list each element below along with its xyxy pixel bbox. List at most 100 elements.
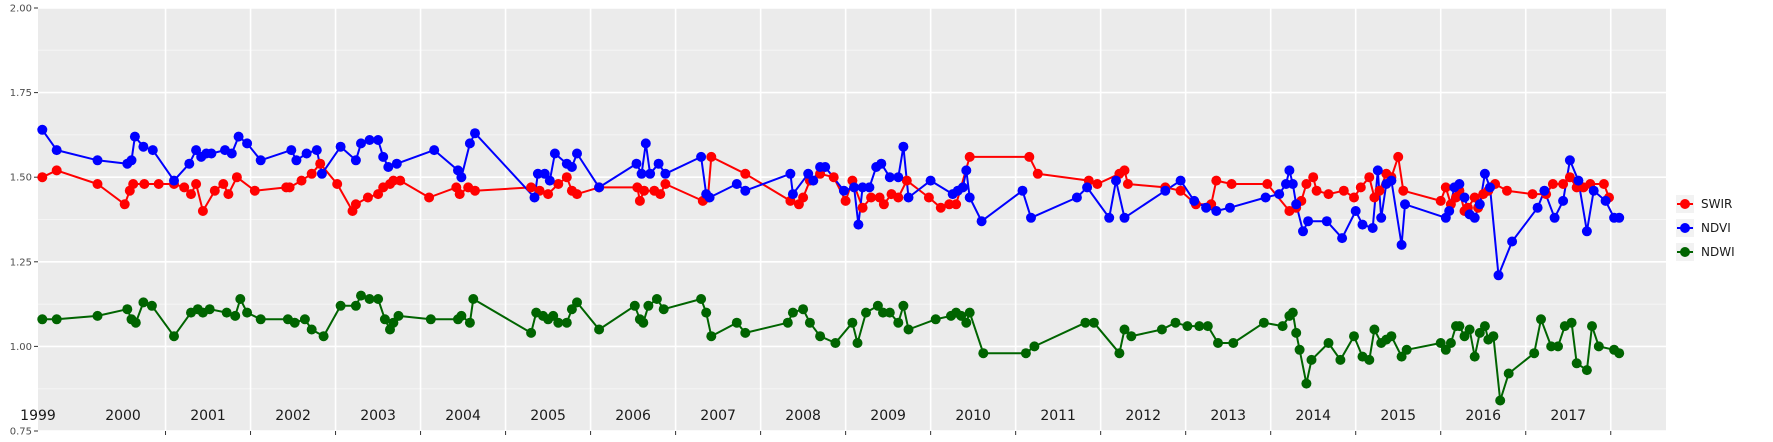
data-point-ndwi (701, 307, 712, 318)
data-point-ndvi (1588, 185, 1599, 196)
data-point-ndvi (1119, 212, 1130, 223)
data-point-ndwi (92, 310, 103, 321)
data-point-swir (660, 179, 671, 189)
data-point-swir (1469, 192, 1480, 203)
grid-minor (38, 49, 1666, 390)
data-point-ndvi (286, 145, 297, 156)
data-point-swir (454, 189, 465, 200)
year-label: 2006 (615, 408, 651, 424)
data-point-ndvi (1189, 195, 1200, 206)
data-point-ndwi (138, 297, 149, 308)
data-point-ndvi (1454, 179, 1465, 189)
data-point-ndvi (785, 168, 796, 179)
data-point-ndvi (383, 162, 394, 172)
legend: SWIR NDVI NDWI (1676, 195, 1735, 261)
data-point-ndvi (803, 168, 814, 179)
data-point-ndvi (1614, 212, 1625, 223)
data-point-swir (395, 175, 406, 186)
year-label: 2008 (785, 408, 821, 424)
y-tick-label: 1.25 (10, 257, 32, 268)
data-point-swir (218, 179, 229, 189)
data-point-swir (1502, 185, 1512, 196)
data-point-swir (1032, 168, 1043, 179)
data-point-ndvi (645, 168, 656, 179)
data-point-swir (1311, 185, 1322, 196)
data-point-ndwi (464, 317, 475, 328)
data-point-swir (223, 189, 234, 200)
data-point-ndvi (1111, 175, 1121, 186)
data-point-ndvi (1160, 185, 1171, 196)
data-point-swir (1349, 192, 1359, 203)
data-point-ndvi (787, 189, 798, 200)
data-point-ndwi (335, 300, 346, 311)
data-point-swir (840, 195, 851, 206)
data-point-swir (1175, 185, 1186, 196)
data-point-swir (639, 185, 650, 196)
data-point-ndwi (978, 348, 989, 359)
data-point-ndwi (1469, 351, 1480, 362)
data-point-ndvi (1104, 212, 1115, 223)
data-point-ndvi (335, 141, 346, 152)
data-point-ndvi (1549, 212, 1560, 223)
data-point-ndvi (696, 151, 707, 162)
data-point-ndvi (1444, 206, 1455, 216)
data-point-ndvi (1175, 175, 1186, 186)
data-point-ndwi (1479, 321, 1490, 332)
data-point-swir (655, 189, 666, 200)
data-point-swir (424, 192, 435, 203)
data-point-ndwi (1536, 314, 1546, 325)
data-point-ndwi (1454, 321, 1465, 332)
data-point-ndvi (660, 168, 671, 179)
legend-key-point (1680, 199, 1690, 209)
data-point-swir (128, 179, 139, 189)
data-point-ndwi (1126, 331, 1137, 342)
data-point-ndwi (1440, 344, 1451, 355)
y-tick-label: 2.00 (10, 4, 32, 15)
y-axis: 0.75 1.00 1.25 1.50 1.75 2.00 (10, 4, 38, 438)
data-point-ndwi (1587, 321, 1597, 332)
data-point-ndwi (629, 300, 640, 311)
data-point-ndwi (51, 314, 62, 325)
data-point-ndwi (1170, 317, 1181, 328)
data-point-ndwi (1182, 321, 1193, 332)
data-point-ndvi (849, 182, 860, 193)
data-point-swir (197, 206, 208, 216)
data-point-ndvi (464, 138, 475, 149)
y-tick-label: 1.50 (10, 173, 32, 184)
data-point-swir (1398, 185, 1409, 196)
data-point-swir (92, 179, 103, 189)
data-point-ndwi (306, 324, 317, 335)
data-point-swir (209, 185, 220, 196)
data-point-swir (51, 165, 62, 176)
data-point-swir (1435, 195, 1446, 206)
year-label: 2010 (955, 408, 991, 424)
data-point-ndvi (1386, 175, 1397, 186)
data-point-ndwi (456, 310, 467, 321)
data-point-ndvi (92, 155, 103, 166)
data-point-ndwi (318, 331, 329, 342)
data-point-ndvi (470, 128, 480, 139)
data-point-swir (1547, 179, 1558, 189)
data-point-ndvi (653, 158, 664, 169)
data-point-ndwi (1194, 321, 1205, 332)
data-point-swir (1598, 179, 1609, 189)
data-point-swir (249, 185, 260, 196)
data-point-ndvi (529, 192, 540, 203)
data-point-swir (1226, 179, 1237, 189)
data-point-swir (1308, 172, 1319, 183)
legend-key-point (1680, 247, 1690, 257)
data-point-ndwi (964, 307, 975, 318)
data-point-ndwi (706, 331, 717, 342)
data-point-ndwi (1301, 378, 1312, 389)
data-point-swir (1440, 182, 1451, 193)
data-point-ndwi (1349, 331, 1359, 342)
data-point-ndwi (1581, 365, 1592, 376)
data-point-swir (543, 189, 554, 200)
data-point-ndwi (1593, 341, 1604, 352)
data-point-ndwi (37, 314, 48, 325)
data-point-ndwi (740, 327, 751, 338)
data-point-ndwi (1294, 344, 1305, 355)
data-point-ndwi (1213, 338, 1223, 348)
data-point-ndwi (204, 304, 215, 315)
